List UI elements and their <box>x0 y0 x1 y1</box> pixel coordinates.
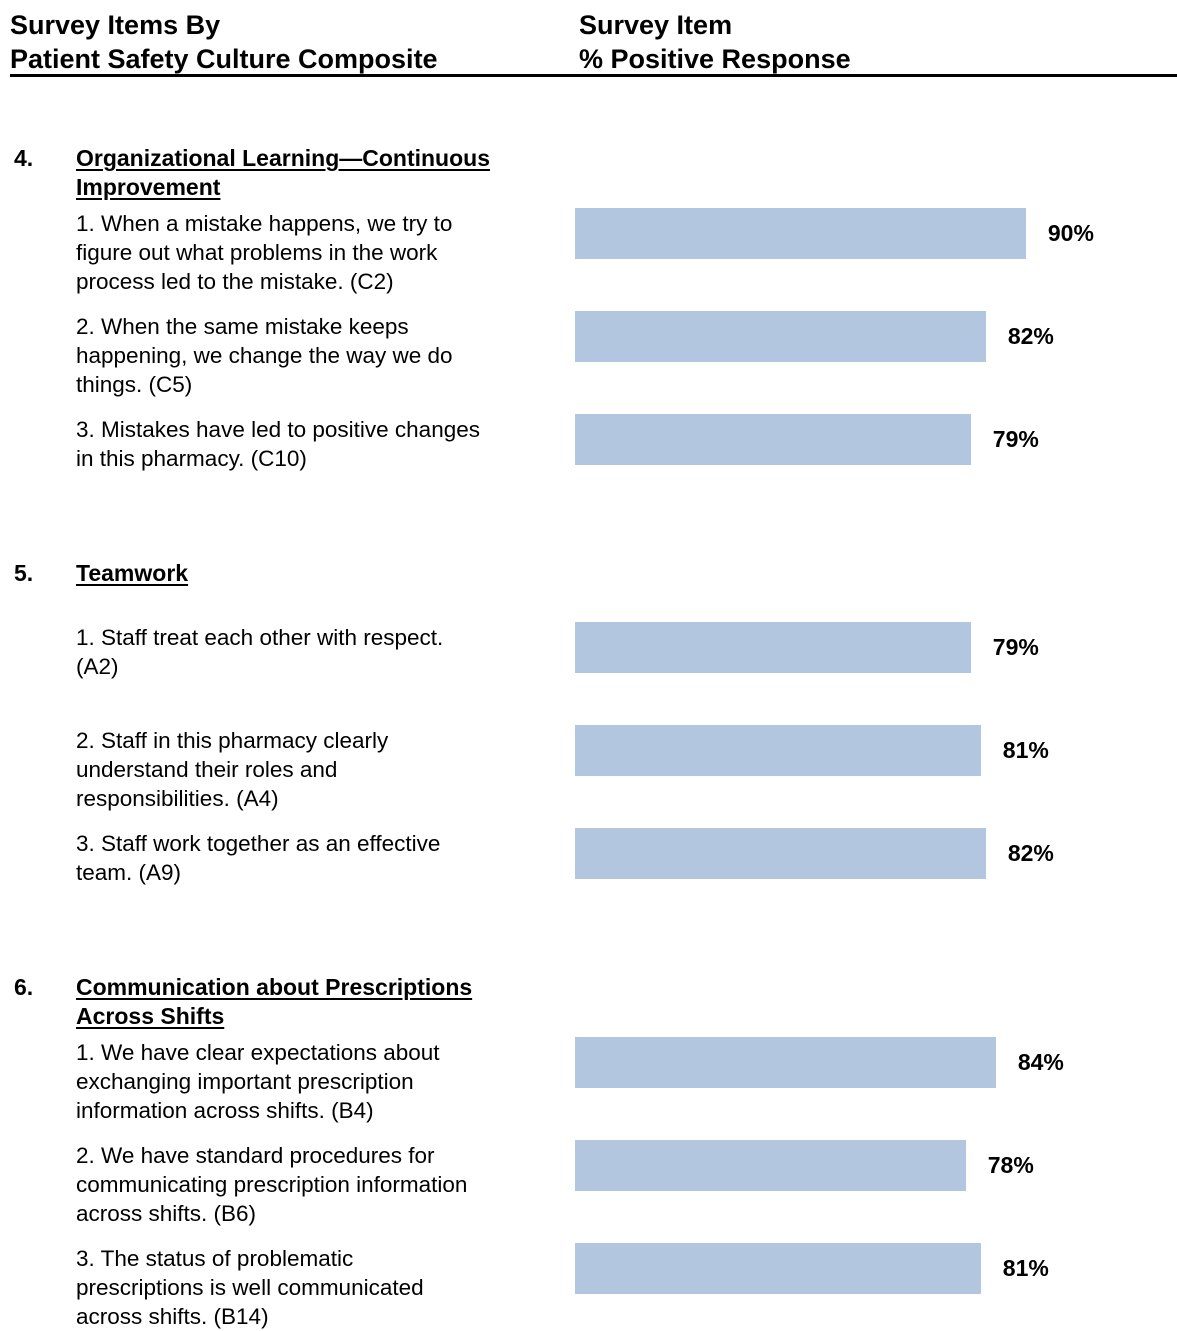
item-label: 3. The status of problematic <box>76 1246 354 1271</box>
value-label: 79% <box>992 634 1039 660</box>
item-label: process led to the mistake. (C2) <box>76 269 394 294</box>
group-title: Across Shifts <box>76 1003 225 1029</box>
item-label: 1. We have clear expectations about <box>76 1040 440 1065</box>
bar <box>575 1037 996 1088</box>
bar <box>575 622 971 673</box>
value-label: 82% <box>1007 840 1054 866</box>
item-label: 1. When a mistake happens, we try to <box>76 211 453 236</box>
header-left: Patient Safety Culture Composite <box>10 44 438 74</box>
header-left: Survey Items By <box>10 10 221 40</box>
item-label: (A2) <box>76 654 119 679</box>
bar <box>575 1140 966 1191</box>
item-label: information across shifts. (B4) <box>76 1098 374 1123</box>
value-label: 81% <box>1002 1255 1049 1281</box>
bar <box>575 828 986 879</box>
group-number: 6. <box>14 974 34 1000</box>
item-label: across shifts. (B14) <box>76 1304 269 1329</box>
bar <box>575 1243 981 1294</box>
group-number: 4. <box>14 145 34 171</box>
item-label: 1. Staff treat each other with respect. <box>76 625 444 650</box>
item-label: 3. Staff work together as an effective <box>76 831 441 856</box>
item-label: exchanging important prescription <box>76 1069 414 1094</box>
item-label: 3. Mistakes have led to positive changes <box>76 417 480 442</box>
item-label: happening, we change the way we do <box>76 343 453 368</box>
item-label: 2. When the same mistake keeps <box>76 314 409 339</box>
value-label: 90% <box>1047 220 1094 246</box>
group-title: Teamwork <box>76 560 189 586</box>
item-label: things. (C5) <box>76 372 193 397</box>
group-title: Communication about Prescriptions <box>76 974 473 1000</box>
header-right: % Positive Response <box>579 44 851 74</box>
value-label: 78% <box>987 1152 1034 1178</box>
group-title: Improvement <box>76 174 221 200</box>
value-label: 84% <box>1017 1049 1064 1075</box>
group-title: Organizational Learning—Continuous <box>76 145 490 171</box>
item-label: communicating prescription information <box>76 1172 468 1197</box>
bar <box>575 208 1026 259</box>
item-label: team. (A9) <box>76 860 182 885</box>
header-rule <box>10 74 1177 77</box>
item-label: 2. We have standard procedures for <box>76 1143 435 1168</box>
bar <box>575 414 971 465</box>
item-label: in this pharmacy. (C10) <box>76 446 307 471</box>
item-label: figure out what problems in the work <box>76 240 438 265</box>
item-label: across shifts. (B6) <box>76 1201 257 1226</box>
header-right: Survey Item <box>579 10 733 40</box>
item-label: 2. Staff in this pharmacy clearly <box>76 728 389 753</box>
item-label: understand their roles and <box>76 757 338 782</box>
group-number: 5. <box>14 560 34 586</box>
value-label: 82% <box>1007 323 1054 349</box>
item-label: responsibilities. (A4) <box>76 786 279 811</box>
bar <box>575 725 981 776</box>
value-label: 79% <box>992 426 1039 452</box>
value-label: 81% <box>1002 737 1049 763</box>
bar <box>575 311 986 362</box>
item-label: prescriptions is well communicated <box>76 1275 424 1300</box>
